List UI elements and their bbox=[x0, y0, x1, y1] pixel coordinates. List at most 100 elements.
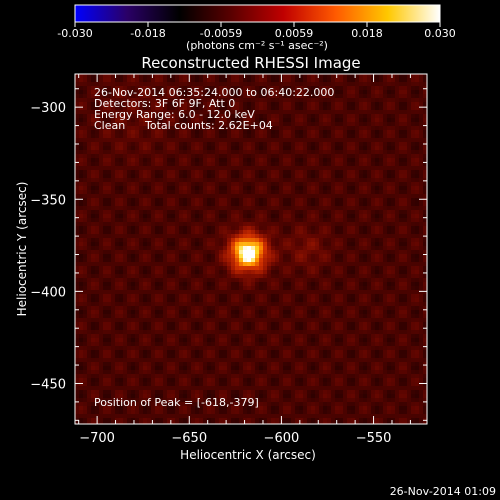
heatmap-cell bbox=[247, 338, 252, 343]
heatmap-cell bbox=[155, 418, 160, 423]
heatmap-cell bbox=[279, 230, 284, 235]
heatmap-cell bbox=[95, 106, 100, 111]
heatmap-cell bbox=[255, 158, 260, 163]
heatmap-cell bbox=[231, 146, 236, 151]
heatmap-cell bbox=[263, 278, 268, 283]
heatmap-cell bbox=[131, 74, 136, 79]
heatmap-cell bbox=[259, 114, 264, 119]
heatmap-cell bbox=[255, 106, 260, 111]
heatmap-cell bbox=[159, 390, 164, 395]
heatmap-cell bbox=[103, 322, 108, 327]
heatmap-cell bbox=[143, 250, 148, 255]
heatmap-cell bbox=[231, 370, 236, 375]
heatmap-cell bbox=[187, 146, 192, 151]
heatmap-cell bbox=[267, 366, 272, 371]
heatmap-cell bbox=[223, 218, 228, 223]
heatmap-cell bbox=[179, 390, 184, 395]
heatmap-cell bbox=[255, 414, 260, 419]
heatmap-cell bbox=[199, 206, 204, 211]
heatmap-cell bbox=[87, 150, 92, 155]
heatmap-cell bbox=[143, 222, 148, 227]
heatmap-cell bbox=[171, 282, 176, 287]
heatmap-cell bbox=[271, 90, 276, 95]
heatmap-cell bbox=[87, 166, 92, 171]
heatmap-cell bbox=[95, 218, 100, 223]
heatmap-cell bbox=[159, 114, 164, 119]
heatmap-cell bbox=[107, 242, 112, 247]
heatmap-cell bbox=[151, 106, 156, 111]
heatmap-cell bbox=[195, 346, 200, 351]
heatmap-cell bbox=[283, 350, 288, 355]
heatmap-cell bbox=[171, 146, 176, 151]
heatmap-cell bbox=[223, 314, 228, 319]
heatmap-cell bbox=[247, 210, 252, 215]
heatmap-cell bbox=[271, 394, 276, 399]
heatmap-cell bbox=[251, 110, 256, 115]
heatmap-cell bbox=[231, 198, 236, 203]
heatmap-cell bbox=[263, 422, 268, 424]
heatmap-cell bbox=[147, 246, 152, 251]
heatmap-cell bbox=[243, 74, 248, 79]
heatmap-cell bbox=[239, 178, 244, 183]
heatmap-cell bbox=[159, 166, 164, 171]
heatmap-cell bbox=[267, 358, 272, 363]
heatmap-cell bbox=[251, 358, 256, 363]
heatmap-cell bbox=[159, 86, 164, 91]
heatmap-cell bbox=[183, 126, 188, 131]
heatmap-cell bbox=[103, 82, 108, 87]
heatmap-cell bbox=[135, 110, 140, 115]
heatmap-cell bbox=[207, 194, 212, 199]
heatmap-cell bbox=[219, 202, 224, 207]
heatmap-cell bbox=[127, 154, 132, 159]
heatmap-cell bbox=[239, 118, 244, 123]
heatmap-cell bbox=[91, 142, 96, 147]
heatmap-cell bbox=[155, 242, 160, 247]
heatmap-cell bbox=[143, 106, 148, 111]
heatmap-cell bbox=[291, 314, 296, 319]
heatmap-cell bbox=[251, 218, 256, 223]
heatmap-cell bbox=[135, 350, 140, 355]
heatmap-cell bbox=[139, 222, 144, 227]
heatmap-cell bbox=[295, 294, 300, 299]
heatmap-cell bbox=[211, 138, 216, 143]
heatmap-cell bbox=[227, 142, 232, 147]
heatmap-cell bbox=[223, 398, 228, 403]
heatmap-cell bbox=[171, 150, 176, 155]
heatmap-cell bbox=[139, 250, 144, 255]
heatmap-cell bbox=[103, 246, 108, 251]
heatmap-cell bbox=[83, 190, 88, 195]
heatmap-cell bbox=[227, 390, 232, 395]
heatmap-cell bbox=[287, 282, 292, 287]
heatmap-cell bbox=[135, 286, 140, 291]
heatmap-cell bbox=[147, 178, 152, 183]
heatmap-cell bbox=[103, 358, 108, 363]
heatmap-cell bbox=[83, 174, 88, 179]
heatmap-cell bbox=[231, 170, 236, 175]
heatmap-cell bbox=[167, 406, 172, 411]
heatmap-cell bbox=[251, 202, 256, 207]
heatmap-cell bbox=[79, 262, 84, 267]
heatmap-cell bbox=[271, 286, 276, 291]
heatmap-cell bbox=[151, 130, 156, 135]
heatmap-cell bbox=[207, 206, 212, 211]
heatmap-cell bbox=[207, 314, 212, 319]
heatmap-cell bbox=[207, 318, 212, 323]
heatmap-cell bbox=[111, 314, 116, 319]
heatmap-cell bbox=[195, 318, 200, 323]
heatmap-cell bbox=[223, 250, 228, 255]
heatmap-cell bbox=[195, 294, 200, 299]
heatmap-cell bbox=[99, 422, 104, 424]
heatmap-cell bbox=[91, 358, 96, 363]
heatmap-cell bbox=[263, 366, 268, 371]
heatmap-cell bbox=[275, 170, 280, 175]
heatmap-cell bbox=[151, 318, 156, 323]
heatmap-cell bbox=[175, 142, 180, 147]
heatmap-cell bbox=[275, 402, 280, 407]
heatmap-cell bbox=[131, 214, 136, 219]
heatmap-cell bbox=[255, 114, 260, 119]
heatmap-cell bbox=[259, 382, 264, 387]
heatmap-cell bbox=[295, 86, 300, 91]
heatmap-cell bbox=[147, 354, 152, 359]
heatmap-cell bbox=[147, 234, 152, 239]
heatmap-cell bbox=[199, 406, 204, 411]
